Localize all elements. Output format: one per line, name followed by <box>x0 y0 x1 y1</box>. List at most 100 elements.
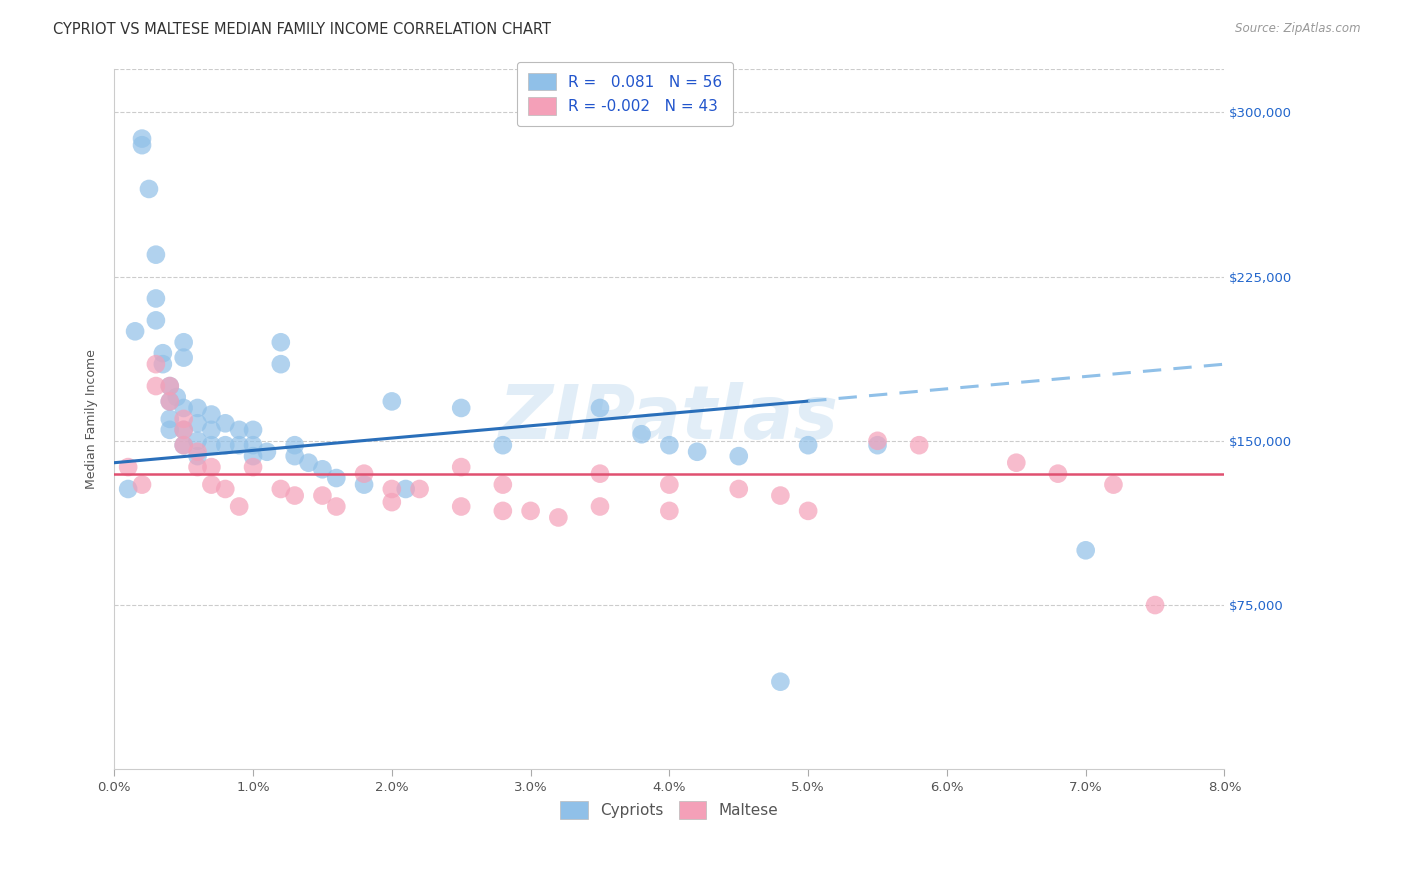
Point <box>589 467 612 481</box>
Point <box>284 438 307 452</box>
Point <box>797 504 820 518</box>
Point <box>727 482 749 496</box>
Point <box>200 477 222 491</box>
Point <box>200 438 222 452</box>
Y-axis label: Median Family Income: Median Family Income <box>86 349 98 489</box>
Point <box>492 438 515 452</box>
Point <box>686 444 709 458</box>
Text: CYPRIOT VS MALTESE MEDIAN FAMILY INCOME CORRELATION CHART: CYPRIOT VS MALTESE MEDIAN FAMILY INCOME … <box>53 22 551 37</box>
Point <box>353 467 375 481</box>
Point <box>270 482 292 496</box>
Point <box>325 471 347 485</box>
Point <box>159 423 181 437</box>
Point <box>242 423 264 437</box>
Point <box>131 131 153 145</box>
Point <box>117 460 139 475</box>
Point <box>1144 598 1167 612</box>
Point <box>173 335 195 350</box>
Text: Source: ZipAtlas.com: Source: ZipAtlas.com <box>1236 22 1361 36</box>
Point <box>589 401 612 415</box>
Point <box>145 313 167 327</box>
Point <box>492 477 515 491</box>
Point <box>152 357 174 371</box>
Point <box>186 434 208 448</box>
Point <box>270 335 292 350</box>
Point <box>228 500 250 514</box>
Point <box>173 401 195 415</box>
Point <box>658 504 681 518</box>
Point <box>159 412 181 426</box>
Point <box>173 351 195 365</box>
Point <box>159 394 181 409</box>
Point <box>325 500 347 514</box>
Point <box>173 438 195 452</box>
Point <box>284 449 307 463</box>
Point <box>769 489 792 503</box>
Point <box>492 504 515 518</box>
Point <box>769 674 792 689</box>
Point <box>228 438 250 452</box>
Point <box>395 482 418 496</box>
Point <box>450 401 472 415</box>
Point <box>200 460 222 475</box>
Point <box>727 449 749 463</box>
Point <box>214 482 236 496</box>
Point <box>228 423 250 437</box>
Point <box>270 357 292 371</box>
Point <box>1005 456 1028 470</box>
Point <box>186 401 208 415</box>
Point <box>131 138 153 153</box>
Point <box>866 434 889 448</box>
Point <box>131 477 153 491</box>
Point <box>186 417 208 431</box>
Point <box>242 449 264 463</box>
Point <box>1102 477 1125 491</box>
Point <box>519 504 541 518</box>
Point <box>1046 467 1069 481</box>
Point <box>866 438 889 452</box>
Point <box>145 379 167 393</box>
Point <box>159 379 181 393</box>
Point <box>173 423 195 437</box>
Point <box>173 438 195 452</box>
Point <box>589 500 612 514</box>
Point <box>353 477 375 491</box>
Point <box>186 449 208 463</box>
Point <box>159 379 181 393</box>
Point <box>450 460 472 475</box>
Point <box>214 417 236 431</box>
Point <box>297 456 319 470</box>
Point <box>242 460 264 475</box>
Point <box>159 394 181 409</box>
Point <box>408 482 430 496</box>
Point <box>450 500 472 514</box>
Point <box>200 408 222 422</box>
Point <box>311 462 333 476</box>
Point <box>152 346 174 360</box>
Point <box>1074 543 1097 558</box>
Point <box>214 438 236 452</box>
Point <box>145 247 167 261</box>
Point <box>630 427 652 442</box>
Point <box>381 495 404 509</box>
Point <box>908 438 931 452</box>
Point <box>186 460 208 475</box>
Point <box>242 438 264 452</box>
Legend: Cypriots, Maltese: Cypriots, Maltese <box>554 795 785 825</box>
Point <box>173 412 195 426</box>
Point <box>186 444 208 458</box>
Point <box>381 394 404 409</box>
Point <box>256 444 278 458</box>
Point <box>381 482 404 496</box>
Point <box>117 482 139 496</box>
Point <box>284 489 307 503</box>
Point <box>166 390 188 404</box>
Point <box>311 489 333 503</box>
Point <box>547 510 569 524</box>
Point <box>145 292 167 306</box>
Point <box>173 423 195 437</box>
Point <box>124 324 146 338</box>
Point <box>145 357 167 371</box>
Point <box>658 438 681 452</box>
Point <box>200 423 222 437</box>
